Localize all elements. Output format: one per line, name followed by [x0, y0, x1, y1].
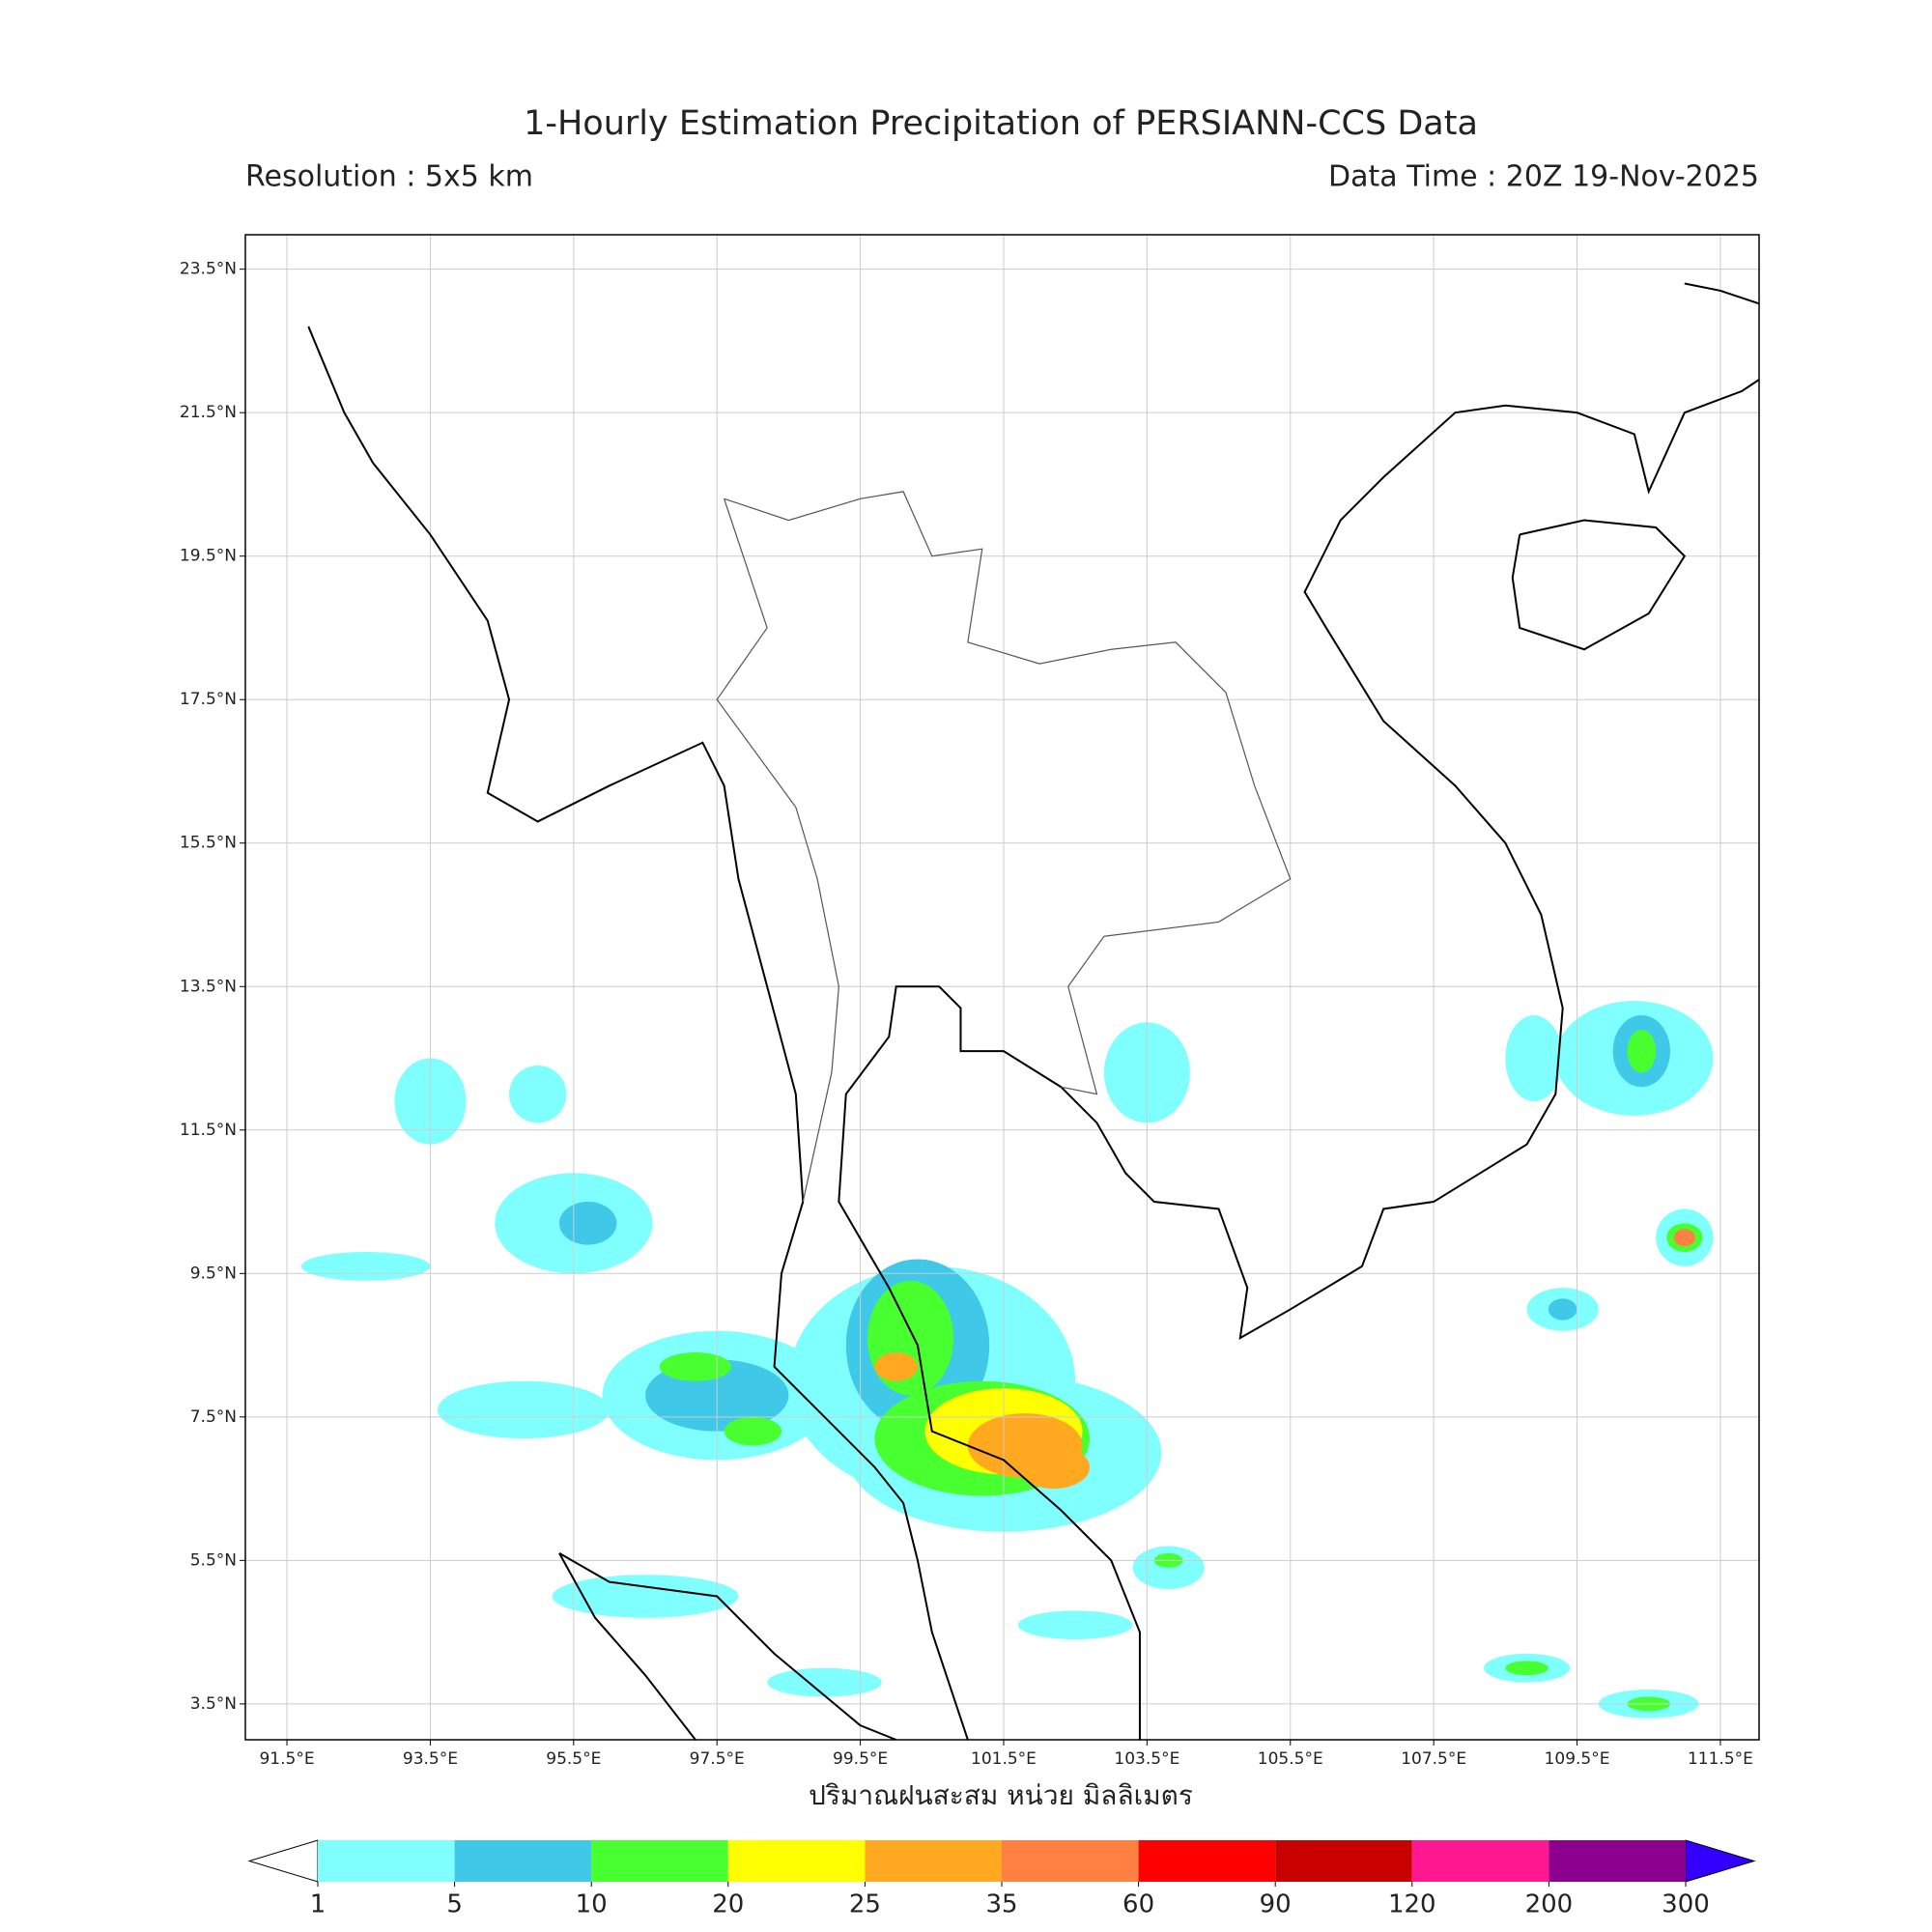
y-tick-label: 13.5°N: [180, 977, 237, 996]
ticks: 91.5°E 93.5°E 95.5°E 97.5°E 99.5°E 101.5°E 103…: [180, 260, 1753, 1769]
rain-area: [767, 1667, 882, 1697]
rain-area: [867, 1280, 954, 1396]
rain-area: [874, 1351, 918, 1381]
y-tick-label: 19.5°N: [180, 547, 237, 566]
colorbar-label: ปริมาณฝนสะสม หน่วย มิลลิเมตร: [809, 1779, 1193, 1811]
rain-area: [509, 1065, 567, 1123]
subtitle-right: Data Time : 20Z 19-Nov-2025: [1328, 160, 1759, 194]
grid: [245, 235, 1759, 1740]
coastline: [558, 1552, 696, 1740]
rain-area: [1548, 1298, 1577, 1321]
colorbar-tick-label: 60: [1122, 1890, 1154, 1919]
coastlines: [307, 282, 1759, 1740]
colorbar-box: [318, 1840, 455, 1882]
colorbar-box: [865, 1840, 1002, 1882]
x-tick-label: 105.5°E: [1258, 1749, 1323, 1769]
colorbar-tick-label: 300: [1662, 1890, 1710, 1919]
rain-area: [1505, 1014, 1563, 1102]
rain-area: [552, 1575, 739, 1618]
rain-area: [300, 1252, 431, 1281]
rain-area: [1017, 1610, 1133, 1640]
x-tick-label: 97.5°E: [690, 1749, 745, 1769]
colorbar-over: [1685, 1839, 1756, 1883]
rain-area: [1017, 1445, 1091, 1490]
x-tick-label: 111.5°E: [1688, 1749, 1753, 1769]
colorbar-tick-label: 1: [310, 1890, 327, 1919]
y-tick-label: 11.5°N: [180, 1121, 237, 1140]
country-border: [724, 491, 1292, 1095]
colorbar-tick-label: 35: [985, 1890, 1017, 1919]
y-tick-label: 15.5°N: [180, 834, 237, 853]
x-tick-label: 93.5°E: [403, 1749, 458, 1769]
y-tick-label: 5.5°N: [190, 1550, 237, 1570]
colorbar-box: [1138, 1840, 1276, 1882]
colorbar-under: [247, 1839, 319, 1883]
rain-area: [724, 1416, 781, 1446]
map-frame: [244, 234, 1760, 1741]
y-tick-label: 17.5°N: [180, 690, 237, 709]
precipitation: [300, 1001, 1714, 1719]
x-tick-label: 109.5°E: [1545, 1749, 1610, 1769]
y-tick-label: 7.5°N: [190, 1407, 237, 1427]
x-tick-label: 107.5°E: [1401, 1749, 1466, 1769]
x-tick-label: 103.5°E: [1114, 1749, 1179, 1769]
rain-area: [558, 1202, 617, 1245]
colorbar-box: [1411, 1840, 1549, 1882]
colorbar-tick-label: 5: [446, 1890, 463, 1919]
y-tick-label: 23.5°N: [180, 260, 237, 279]
subtitle-left: Resolution : 5x5 km: [245, 160, 533, 194]
coastline: [1511, 519, 1687, 651]
coastline: [1684, 282, 1759, 305]
colorbar-tick-label: 90: [1260, 1890, 1292, 1919]
x-tick-label: 101.5°E: [971, 1749, 1037, 1769]
colorbar: 1 5 10 20 25 35 60 90 120 200 300: [247, 1839, 1756, 1919]
colorbar-box: [1275, 1840, 1412, 1882]
colorbar-box: [727, 1840, 866, 1882]
rain-area: [1627, 1029, 1657, 1073]
rain-area: [659, 1351, 732, 1381]
x-tick-label: 91.5°E: [259, 1749, 314, 1769]
colorbar-box: [591, 1840, 728, 1882]
colorbar-tick-label: 120: [1388, 1890, 1436, 1919]
x-tick-label: 99.5°E: [833, 1749, 888, 1769]
rain-area: [437, 1380, 610, 1439]
country-border: [716, 498, 839, 1203]
rain-area: [1505, 1661, 1548, 1676]
rain-area: [1132, 1546, 1205, 1590]
coastline: [558, 1552, 897, 1740]
title: 1-Hourly Estimation Precipitation of PER…: [524, 104, 1478, 143]
coastline: [307, 326, 969, 1740]
y-tick-label: 9.5°N: [190, 1264, 237, 1283]
colorbar-tick-label: 25: [849, 1890, 881, 1919]
colorbar-box: [1548, 1840, 1686, 1882]
colorbar-box: [454, 1840, 592, 1882]
colorbar-tick-label: 20: [712, 1890, 744, 1919]
colorbar-tick-label: 10: [576, 1890, 608, 1919]
rain-area: [1673, 1229, 1695, 1247]
y-tick-label: 21.5°N: [180, 403, 237, 422]
colorbar-tick-label: 200: [1525, 1890, 1574, 1919]
y-tick-label: 3.5°N: [190, 1694, 237, 1714]
coastline: [838, 378, 1759, 1740]
colorbar-box: [1002, 1840, 1139, 1882]
x-tick-label: 95.5°E: [546, 1749, 601, 1769]
